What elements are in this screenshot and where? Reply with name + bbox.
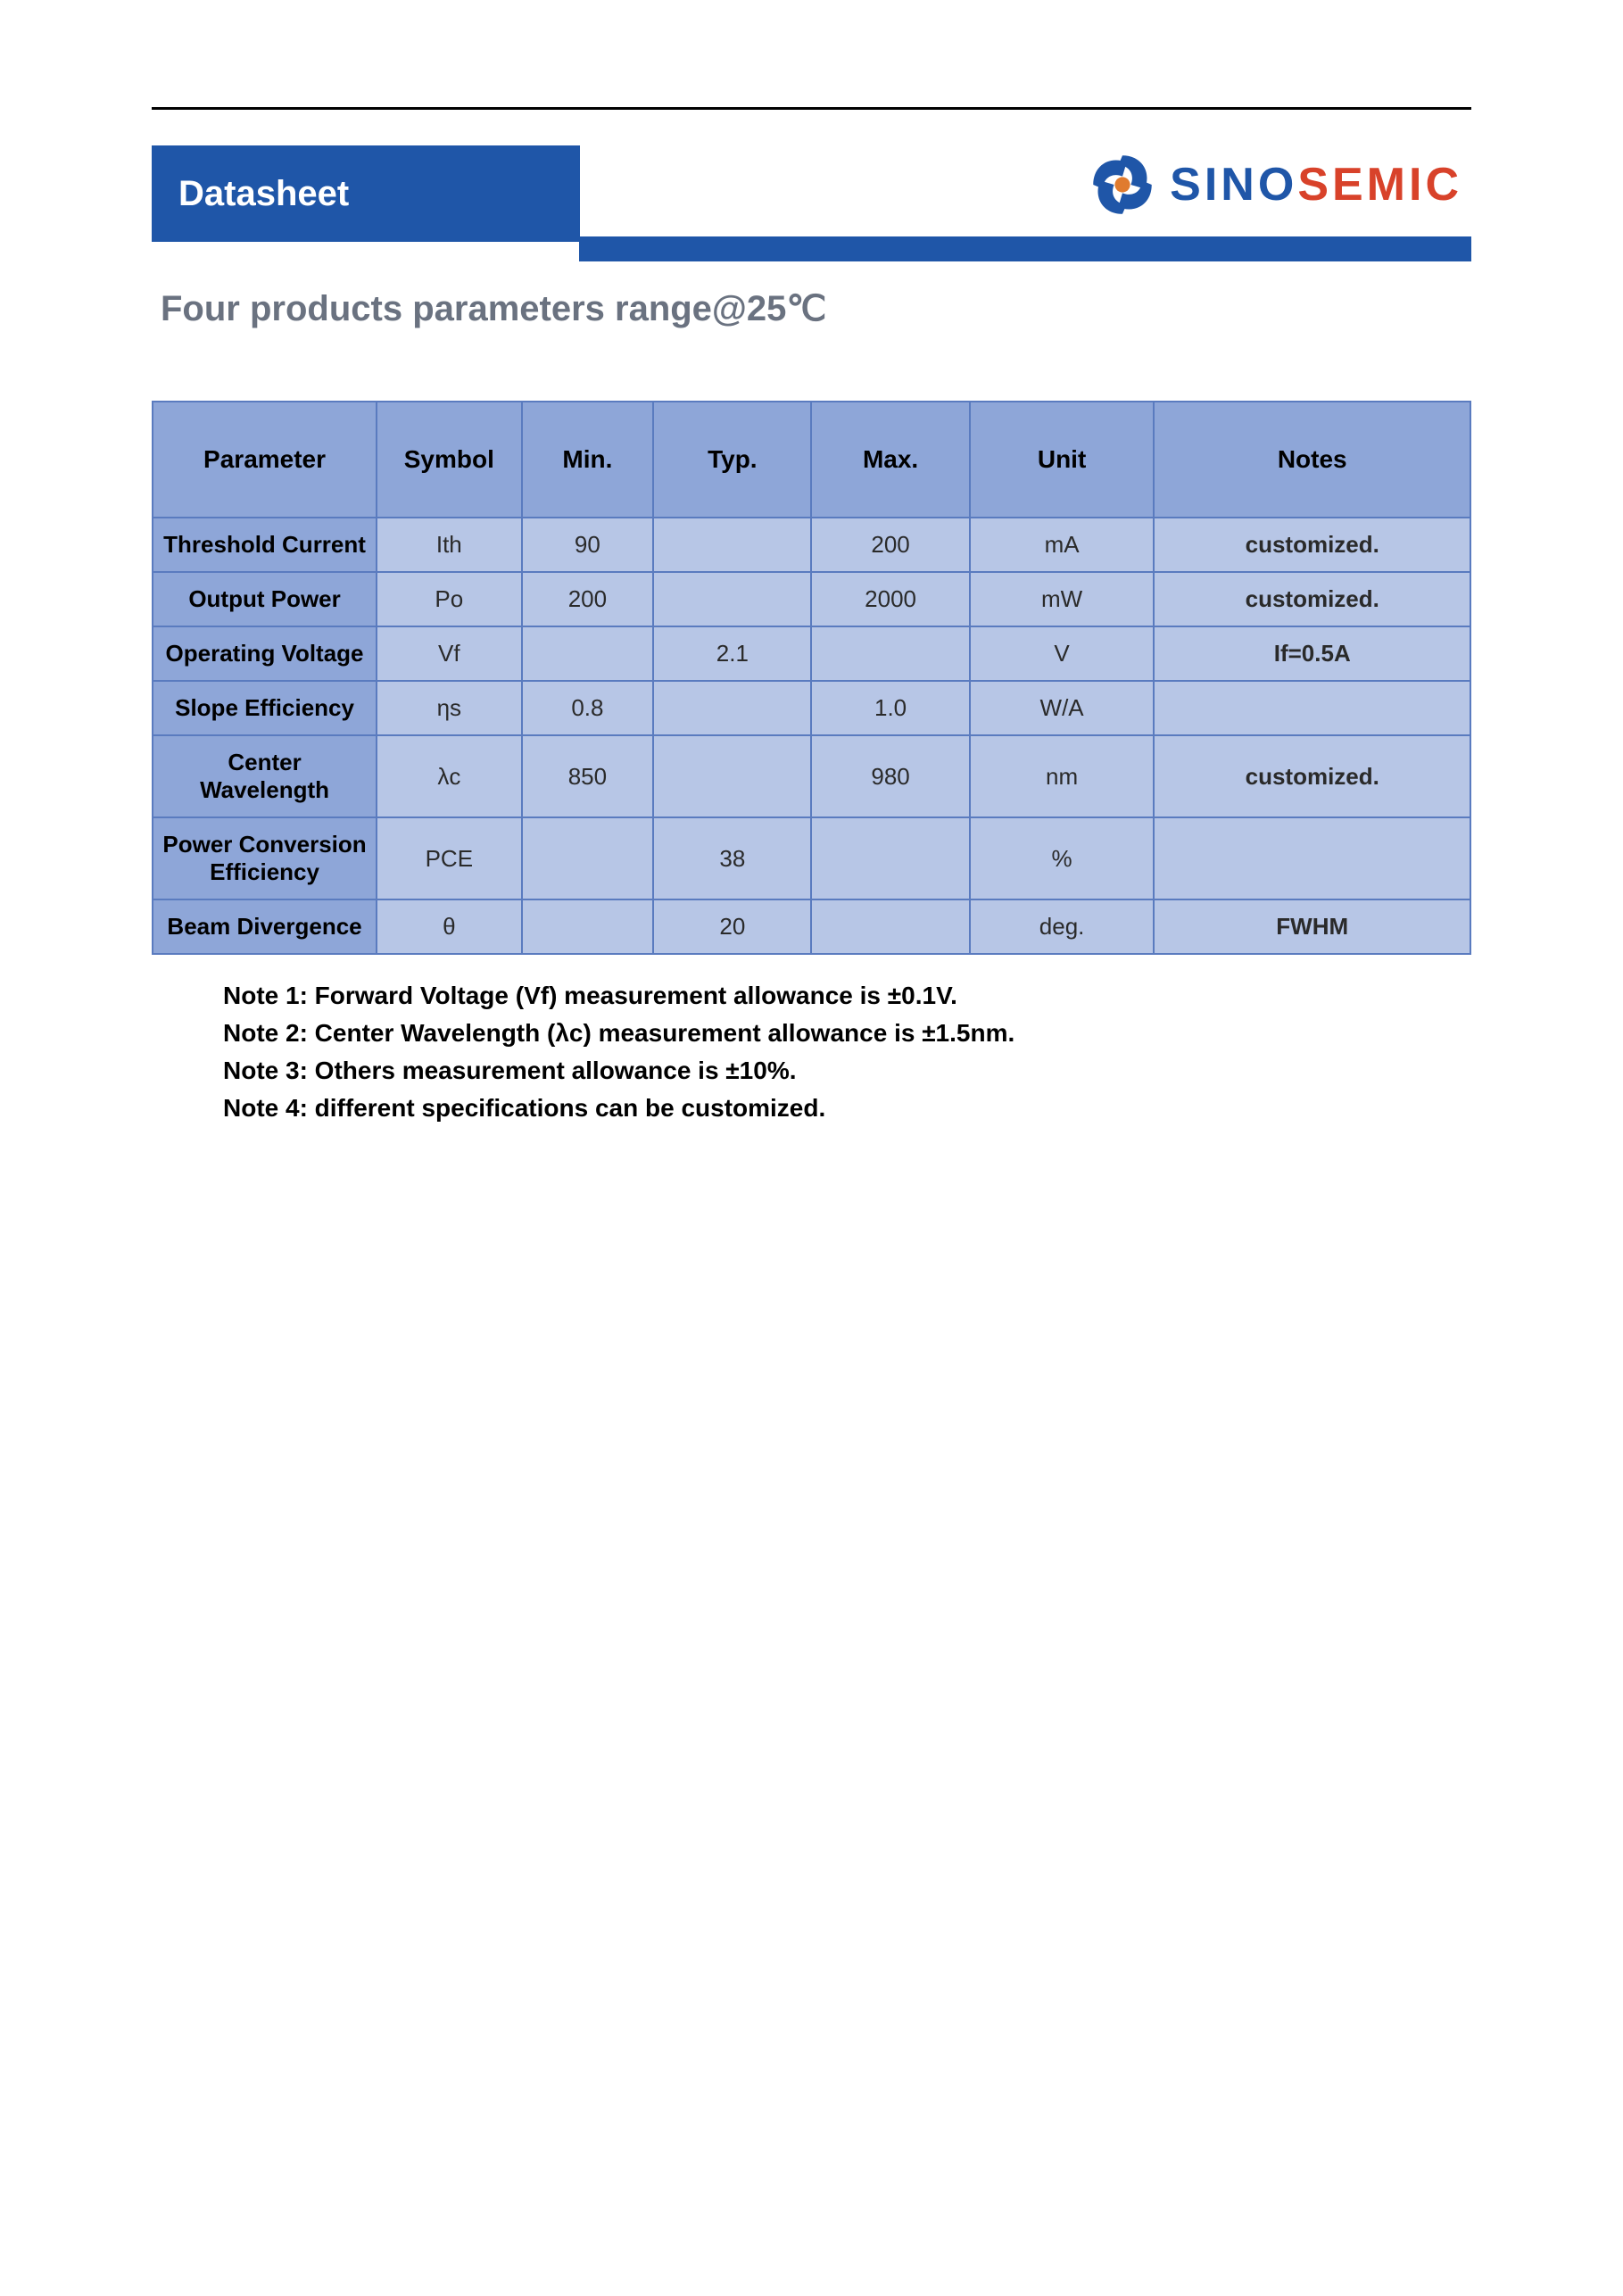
cell-typ	[653, 572, 811, 626]
cell-parameter: Beam Divergence	[153, 899, 377, 954]
cell-max: 2000	[811, 572, 969, 626]
cell-parameter: Output Power	[153, 572, 377, 626]
cell-min	[522, 817, 654, 899]
page: Datasheet SINOSEMIC Four products	[0, 0, 1623, 2296]
cell-notes: customized.	[1154, 735, 1470, 817]
cell-typ: 20	[653, 899, 811, 954]
col-parameter: Parameter	[153, 402, 377, 518]
cell-parameter: Operating Voltage	[153, 626, 377, 681]
footnote-line: Note 2: Center Wavelength (λc) measureme…	[223, 1019, 1471, 1048]
cell-max: 980	[811, 735, 969, 817]
col-max: Max.	[811, 402, 969, 518]
cell-unit: W/A	[970, 681, 1155, 735]
table-row: Center Wavelengthλc850 980nmcustomized.	[153, 735, 1470, 817]
footnote-line: Note 1: Forward Voltage (Vf) measurement…	[223, 982, 1471, 1010]
footnote-line: Note 3: Others measurement allowance is …	[223, 1057, 1471, 1085]
cell-typ	[653, 735, 811, 817]
sinosemic-logo-icon	[1088, 150, 1157, 220]
cell-max: 200	[811, 518, 969, 572]
cell-min: 0.8	[522, 681, 654, 735]
col-unit: Unit	[970, 402, 1155, 518]
datasheet-badge-text: Datasheet	[178, 174, 349, 214]
header-underline-bar	[579, 236, 1471, 261]
cell-typ: 2.1	[653, 626, 811, 681]
col-symbol: Symbol	[377, 402, 521, 518]
cell-symbol: Vf	[377, 626, 521, 681]
cell-notes: customized.	[1154, 572, 1470, 626]
cell-unit: nm	[970, 735, 1155, 817]
col-notes: Notes	[1154, 402, 1470, 518]
cell-notes	[1154, 681, 1470, 735]
section-title: Four products parameters range@25℃	[161, 288, 1471, 329]
top-rule	[152, 107, 1471, 110]
cell-typ	[653, 681, 811, 735]
cell-parameter: Slope Efficiency	[153, 681, 377, 735]
cell-symbol: Ith	[377, 518, 521, 572]
cell-symbol: PCE	[377, 817, 521, 899]
table-row: Power Conversion EfficiencyPCE 38%	[153, 817, 1470, 899]
cell-max: 1.0	[811, 681, 969, 735]
cell-min: 850	[522, 735, 654, 817]
cell-unit: deg.	[970, 899, 1155, 954]
cell-symbol: ηs	[377, 681, 521, 735]
cell-symbol: θ	[377, 899, 521, 954]
col-min: Min.	[522, 402, 654, 518]
cell-unit: V	[970, 626, 1155, 681]
table-row: Slope Efficiencyηs0.8 1.0W/A	[153, 681, 1470, 735]
cell-unit: mA	[970, 518, 1155, 572]
logo-text-part1: SINO	[1170, 159, 1297, 211]
cell-typ: 38	[653, 817, 811, 899]
footnote-line: Note 4: different specifications can be …	[223, 1094, 1471, 1123]
cell-max	[811, 626, 969, 681]
table-header-row: Parameter Symbol Min. Typ. Max. Unit Not…	[153, 402, 1470, 518]
datasheet-badge: Datasheet	[152, 145, 580, 242]
cell-min: 200	[522, 572, 654, 626]
cell-parameter: Center Wavelength	[153, 735, 377, 817]
footnotes: Note 1: Forward Voltage (Vf) measurement…	[223, 982, 1471, 1123]
cell-symbol: λc	[377, 735, 521, 817]
cell-unit: %	[970, 817, 1155, 899]
cell-min: 90	[522, 518, 654, 572]
cell-unit: mW	[970, 572, 1155, 626]
cell-min	[522, 899, 654, 954]
table-body: Threshold CurrentIth90200mAcustomized.Ou…	[153, 518, 1470, 954]
cell-notes: If=0.5A	[1154, 626, 1470, 681]
table-row: Output PowerPo200 2000mWcustomized.	[153, 572, 1470, 626]
logo: SINOSEMIC	[1088, 150, 1462, 220]
col-typ: Typ.	[653, 402, 811, 518]
cell-parameter: Power Conversion Efficiency	[153, 817, 377, 899]
cell-parameter: Threshold Current	[153, 518, 377, 572]
cell-typ	[653, 518, 811, 572]
cell-notes: FWHM	[1154, 899, 1470, 954]
cell-notes: customized.	[1154, 518, 1470, 572]
table-row: Threshold CurrentIth90 200mAcustomized.	[153, 518, 1470, 572]
cell-symbol: Po	[377, 572, 521, 626]
logo-text: SINOSEMIC	[1170, 158, 1462, 211]
header-band: Datasheet SINOSEMIC	[152, 145, 1471, 261]
cell-notes	[1154, 817, 1470, 899]
logo-text-part2: SEMIC	[1297, 159, 1462, 211]
parameters-table: Parameter Symbol Min. Typ. Max. Unit Not…	[152, 401, 1471, 955]
cell-max	[811, 899, 969, 954]
table-row: Operating VoltageVf 2.1 VIf=0.5A	[153, 626, 1470, 681]
table-row: Beam Divergenceθ 20 deg.FWHM	[153, 899, 1470, 954]
cell-max	[811, 817, 969, 899]
cell-min	[522, 626, 654, 681]
